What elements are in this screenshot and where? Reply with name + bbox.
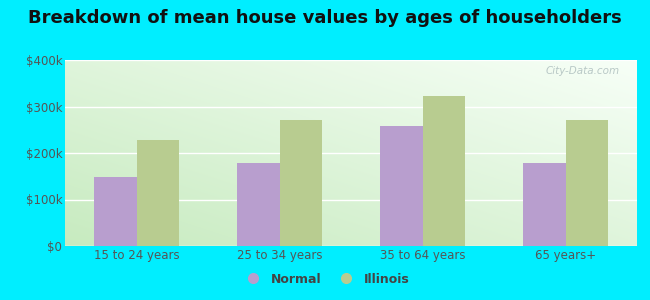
Bar <box>94 177 136 246</box>
Bar <box>566 120 608 246</box>
Text: City-Data.com: City-Data.com <box>546 66 620 76</box>
Text: Breakdown of mean house values by ages of householders: Breakdown of mean house values by ages o… <box>28 9 622 27</box>
Bar <box>237 163 280 246</box>
Bar <box>380 126 422 246</box>
Bar <box>280 119 322 246</box>
Bar <box>422 96 465 246</box>
Bar <box>523 163 566 246</box>
Legend: Normal, Illinois: Normal, Illinois <box>235 268 415 291</box>
Bar <box>136 140 179 246</box>
